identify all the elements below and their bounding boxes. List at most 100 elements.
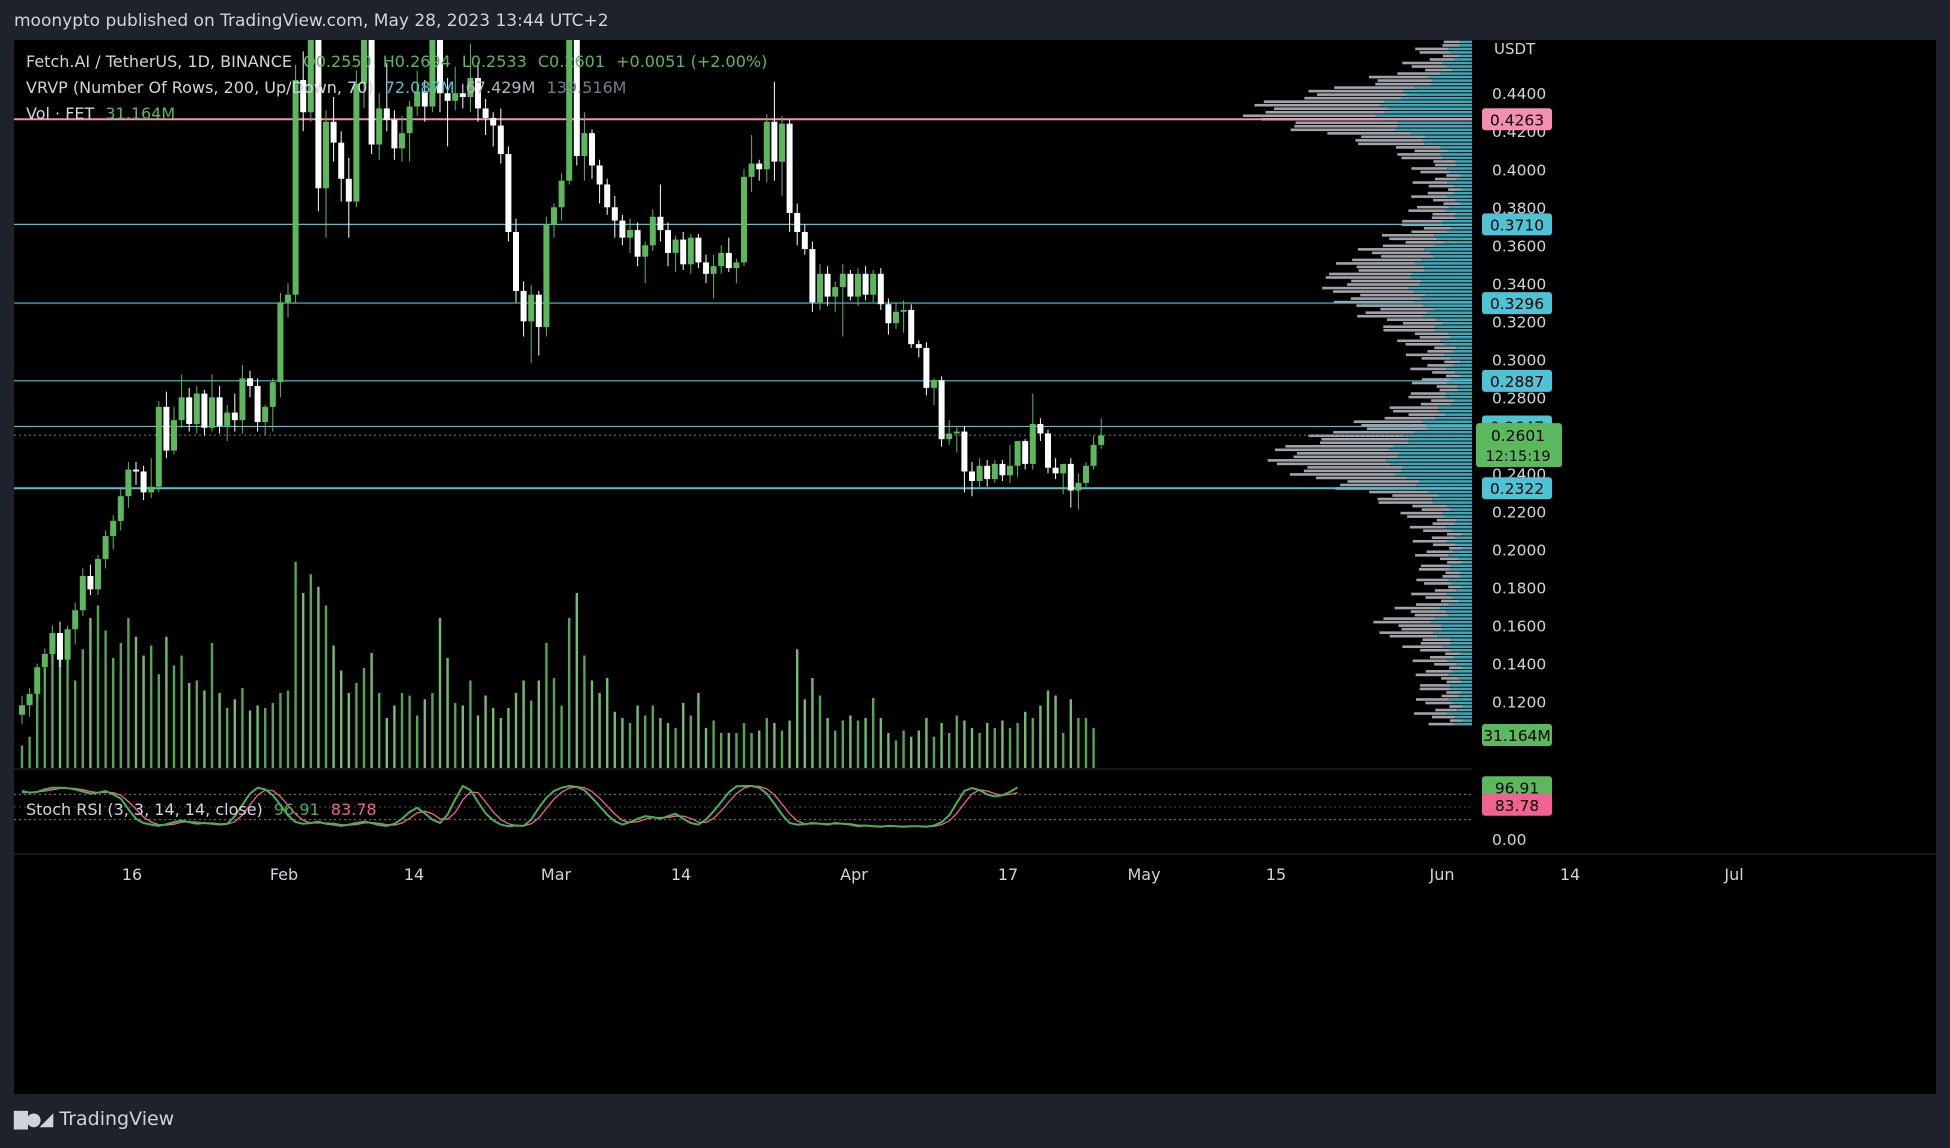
volume-bar — [955, 715, 958, 768]
stoch-rsi-pane — [14, 768, 1472, 828]
chart-area[interactable]: USDT 0.1200 0.1400 0.1600 0.1800 0.2000 0.2200… — [14, 40, 1936, 1094]
volume-bar — [552, 678, 556, 768]
profile-down-bar — [1411, 230, 1447, 234]
legend-volume[interactable]: Vol · FET 31.164M — [26, 104, 181, 123]
profile-down-bar — [1321, 437, 1409, 441]
candle-body — [581, 133, 588, 156]
profile-down-bar — [1440, 557, 1459, 561]
volume-bar — [659, 718, 662, 768]
profile-down-bar — [1401, 627, 1443, 631]
profile-down-bar — [1434, 163, 1457, 167]
time-tick: Feb — [270, 865, 298, 884]
candle-body — [133, 469, 139, 472]
candle-body — [915, 344, 922, 348]
profile-down-bar — [1410, 367, 1447, 371]
profile-up-bar — [1462, 546, 1472, 550]
candle-body — [953, 431, 960, 434]
volume-bar — [20, 745, 24, 768]
tradingview-brand[interactable]: ▇●◢ TradingView — [14, 1108, 174, 1130]
volume-bar — [89, 618, 92, 768]
level-badge-bg — [1482, 369, 1552, 392]
profile-up-bar — [1434, 328, 1472, 332]
candle-body — [627, 230, 633, 238]
candle-body — [467, 78, 474, 98]
profile-down-bar — [1297, 452, 1399, 455]
profile-up-bar — [1401, 96, 1472, 100]
symbol-name[interactable]: Fetch.AI / TetherUS, 1D, BINANCE — [26, 52, 292, 71]
volume-name[interactable]: Vol · FET — [26, 104, 95, 123]
volume-bar — [849, 715, 852, 768]
profile-down-bar — [1411, 167, 1447, 170]
volume-bar — [218, 693, 221, 768]
profile-up-bar — [1421, 258, 1472, 262]
candle-body — [680, 239, 687, 265]
volume-bar — [841, 720, 844, 768]
profile-up-bar — [1460, 360, 1472, 364]
volume-bar — [613, 711, 616, 768]
candle-body — [718, 252, 725, 267]
profile-down-bar — [1421, 508, 1451, 511]
candle-body — [832, 287, 839, 297]
candle-body — [437, 40, 443, 94]
candle-body — [558, 180, 565, 208]
candle-body — [376, 108, 383, 145]
volume-bar — [188, 683, 191, 768]
profile-up-bar — [1457, 518, 1472, 522]
candle-body — [786, 123, 793, 213]
volume-bar — [119, 643, 122, 768]
profile-down-bar — [1378, 501, 1433, 504]
profile-up-bar — [1447, 539, 1472, 543]
profile-down-bar — [1433, 160, 1456, 163]
profile-down-bar — [1384, 416, 1436, 420]
price-axis[interactable]: USDT 0.1200 0.1400 0.1600 0.1800 0.2000 0.2200… — [1472, 40, 1936, 1094]
profile-down-bar — [1449, 546, 1463, 550]
candle-body — [1090, 444, 1097, 466]
candle-body — [330, 121, 337, 143]
candle-body — [239, 378, 246, 421]
volume-bar — [621, 718, 624, 768]
stoch-name[interactable]: Stoch RSI (3, 3, 14, 14, close) — [26, 800, 263, 819]
profile-down-bar — [1431, 399, 1455, 402]
profile-up-bar — [1455, 371, 1472, 374]
price-chart[interactable]: USDT 0.1200 0.1400 0.1600 0.1800 0.2000 0.2200… — [14, 40, 1936, 1094]
profile-up-bar — [1406, 93, 1472, 96]
profile-down-bar — [1386, 318, 1437, 321]
time-axis[interactable]: 16 Feb 14 Mar 14 Apr 17 May 15 Jun 14 Jul — [14, 853, 1936, 884]
profile-down-bar — [1423, 529, 1452, 532]
profile-up-bar — [1456, 708, 1472, 712]
volume-bar — [248, 710, 252, 768]
volume-bar — [948, 733, 951, 768]
legend-stoch-rsi[interactable]: Stoch RSI (3, 3, 14, 14, close) 96.91 83… — [26, 800, 383, 819]
profile-up-bar — [1449, 568, 1472, 571]
profile-up-bar — [1386, 459, 1472, 462]
candle-body — [855, 273, 861, 297]
profile-down-bar — [1290, 128, 1396, 132]
candle-body — [399, 133, 405, 149]
profile-up-bar — [1448, 332, 1472, 336]
profile-down-bar — [1274, 448, 1390, 452]
legend-vrvp[interactable]: VRVP (Number Of Rows, 200, Up/Down, 70) … — [26, 78, 632, 97]
profile-up-bar — [1444, 353, 1472, 357]
candle-body — [687, 237, 694, 265]
legend-symbol[interactable]: Fetch.AI / TetherUS, 1D, BINANCE O0.2550… — [26, 52, 773, 71]
volume-bar — [203, 690, 206, 768]
profile-up-bar — [1450, 170, 1472, 174]
profile-up-bar — [1397, 124, 1472, 128]
profile-down-bar — [1420, 684, 1451, 687]
candle-body — [117, 496, 124, 521]
profile-down-bar — [1432, 543, 1456, 547]
profile-up-bar — [1448, 205, 1472, 209]
volume-bars — [20, 561, 1095, 768]
time-tick: 16 — [122, 865, 142, 884]
profile-down-bar — [1356, 304, 1424, 307]
vrvp-name[interactable]: VRVP (Number Of Rows, 200, Up/Down, 70) — [26, 78, 374, 97]
profile-down-bar — [1350, 297, 1422, 300]
profile-up-bar — [1438, 494, 1472, 497]
volume-bar — [1016, 723, 1019, 768]
profile-down-bar — [1294, 124, 1398, 128]
volume-bar — [674, 728, 677, 768]
candle-body — [703, 262, 709, 274]
profile-up-bar — [1453, 184, 1472, 188]
publication-info: moonypto published on TradingView.com, M… — [14, 11, 609, 31]
profile-down-bar — [1415, 673, 1449, 677]
